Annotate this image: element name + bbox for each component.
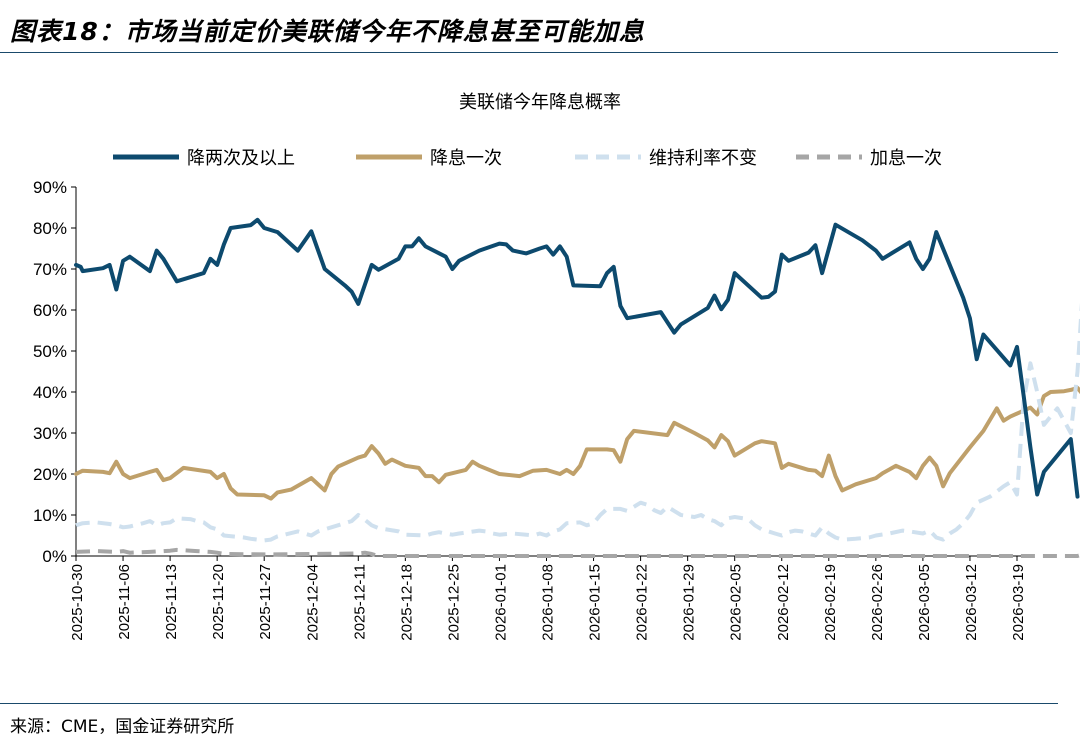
y-tick-label: 80% [33,219,67,238]
x-tick-label: 2025-11-20 [210,564,227,640]
legend-label-1: 降两次及以上 [187,148,295,169]
y-tick-label: 0% [42,547,67,566]
x-tick-label: 2026-02-05 [728,564,745,641]
x-tick-label: 2026-03-19 [1010,564,1027,641]
top-rule [0,52,1058,53]
x-tick-label: 2025-10-30 [69,564,86,641]
x-tick-label: 2025-11-06 [116,564,133,640]
bottom-rule [0,703,1058,704]
line-chart: 美联储今年降息概率 降两次及以上 降息一次 维持利率不变 加息一次 0% 10% 20% 3… [33,92,1080,641]
y-tick-label: 10% [33,506,67,525]
x-tick-label: 2025-12-25 [445,564,462,641]
plot-area [74,217,1080,558]
y-tick-label: 70% [33,260,67,279]
y-axis: 0% 10% 20% 30% 40% 50% 60% 70% 80% 90% [33,178,77,566]
x-tick-label: 2026-02-26 [869,564,886,641]
chart-title: 美联储今年降息概率 [459,92,621,113]
x-tick-label: 2025-12-18 [398,564,415,641]
x-tick-label: 2025-12-11 [351,564,368,640]
x-tick-label: 2026-01-22 [634,564,651,641]
x-tick-label: 2026-03-05 [916,564,933,641]
x-tick-label: 2026-01-15 [587,564,604,641]
legend: 降两次及以上 降息一次 维持利率不变 加息一次 [113,148,942,169]
y-tick-label: 60% [33,301,67,320]
x-tick-label: 2025-11-27 [257,564,274,640]
x-tick-label: 2026-01-01 [492,564,509,641]
y-tick-label: 40% [33,383,67,402]
x-tick-label: 2026-02-19 [822,564,839,641]
series-line-1 [74,217,1080,499]
legend-label-2: 降息一次 [430,148,502,169]
source-note: 来源：CME，国金证券研究所 [10,717,235,737]
y-tick-label: 50% [33,342,67,361]
x-tick-label: 2026-01-29 [681,564,698,641]
figure-title: 图表18：市场当前定价美联储今年不降息甚至可能加息 [10,17,645,46]
y-tick-label: 90% [33,178,67,197]
y-tick-label: 30% [33,424,67,443]
x-tick-label: 2026-01-08 [540,564,557,641]
legend-label-3: 维持利率不变 [649,148,757,169]
x-axis: 2025-10-30 2025-11-06 2025-11-13 2025-11-20… [69,555,1030,641]
legend-label-4: 加息一次 [870,148,942,169]
y-tick-label: 20% [33,465,67,484]
x-tick-label: 2025-12-04 [304,564,321,641]
series-line-3 [75,302,1080,543]
x-tick-label: 2025-11-13 [163,564,180,640]
x-tick-label: 2026-02-12 [775,564,792,641]
series-line-2 [74,385,1080,501]
x-tick-label: 2026-03-12 [963,564,980,641]
